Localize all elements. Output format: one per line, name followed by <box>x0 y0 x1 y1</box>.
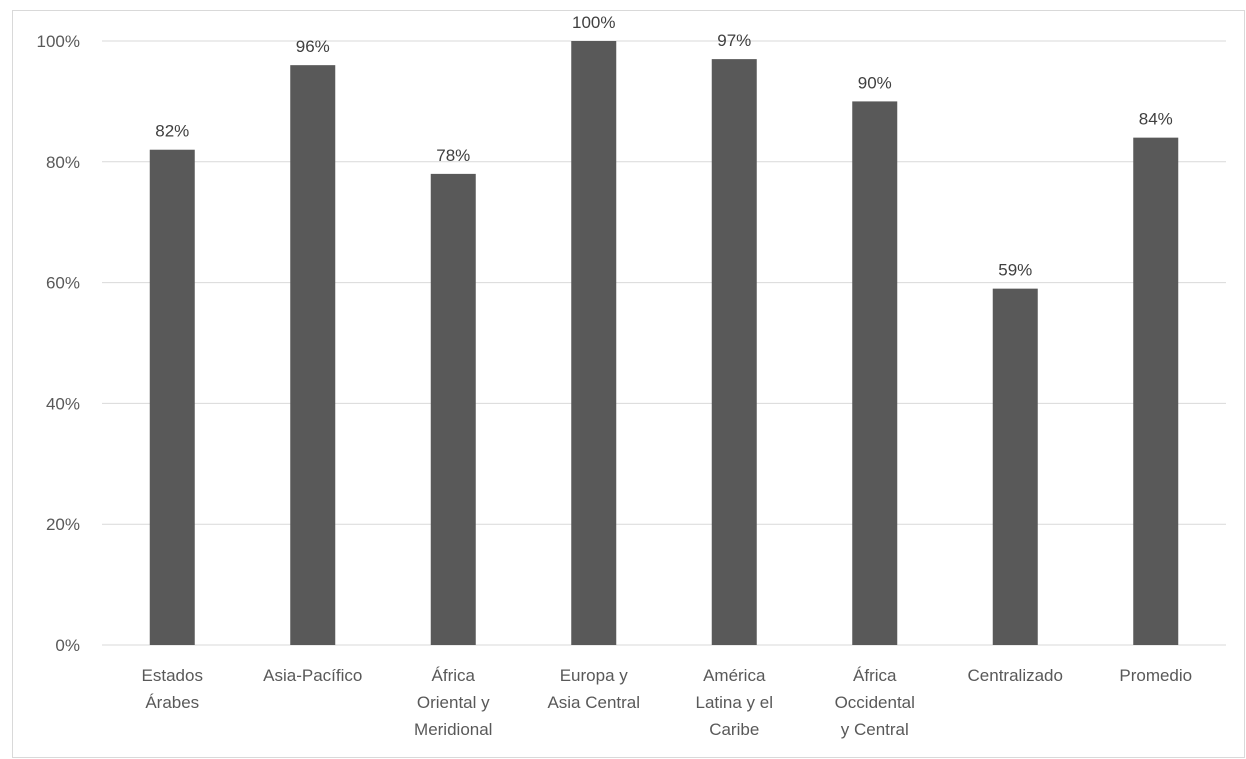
bar <box>992 288 1038 645</box>
y-tick-label: 20% <box>46 515 80 534</box>
data-label: 100% <box>572 13 615 32</box>
data-label: 84% <box>1139 110 1173 129</box>
data-label: 96% <box>296 37 330 56</box>
y-tick-label: 80% <box>46 153 80 172</box>
chart-frame <box>12 10 1245 758</box>
data-label: 78% <box>436 146 470 165</box>
category-label: Estados Árabes <box>142 666 203 712</box>
category-label: América Latina y el Caribe <box>696 666 774 739</box>
y-tick-label: 100% <box>37 32 80 51</box>
data-label: 82% <box>155 122 189 141</box>
bar <box>571 41 617 645</box>
data-label: 59% <box>998 261 1032 280</box>
data-label: 97% <box>717 31 751 50</box>
category-label: Europa y Asia Central <box>547 666 640 712</box>
bar <box>290 65 336 645</box>
category-label: Promedio <box>1119 666 1192 685</box>
x-axis-categories: Estados Árabes Asia-Pacífico África Oriental… <box>142 666 1193 739</box>
category-label: África Oriental y Meridional <box>414 666 492 739</box>
bar <box>852 101 898 645</box>
data-label: 90% <box>858 73 892 92</box>
bar <box>149 149 195 645</box>
y-tick-label: 60% <box>46 274 80 293</box>
category-label: Centralizado <box>968 666 1063 685</box>
bars <box>149 41 1179 646</box>
y-tick-label: 40% <box>46 394 80 413</box>
gridlines <box>102 40 1226 646</box>
bar <box>1133 137 1179 645</box>
category-label: África Occidental y Central <box>835 666 915 739</box>
bar <box>430 173 476 645</box>
y-tick-label: 0% <box>55 636 80 655</box>
data-labels: 82% 96% 78% 100% 97% 90% 59% 84% <box>155 13 1173 280</box>
category-label: Asia-Pacífico <box>263 666 362 685</box>
y-axis-ticks: 0% 20% 40% 60% 80% 100% <box>37 32 80 655</box>
bar <box>711 59 757 646</box>
